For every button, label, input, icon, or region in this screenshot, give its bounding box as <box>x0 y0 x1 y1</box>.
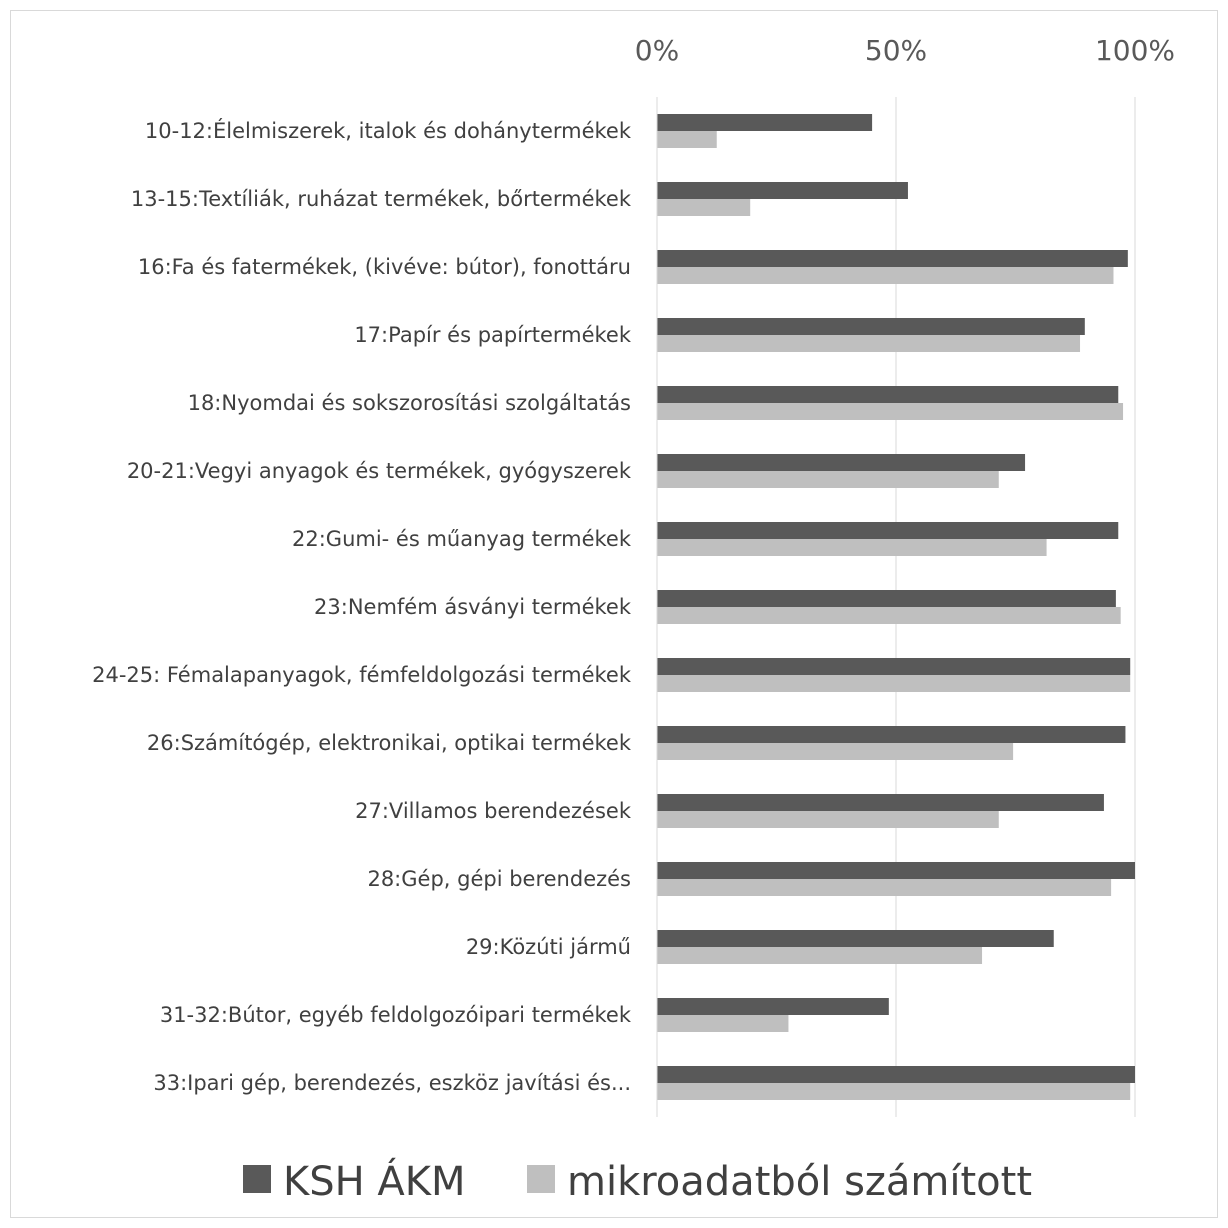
bar-s1-4 <box>657 403 1124 420</box>
bar-s0-3 <box>657 318 1085 335</box>
category-label-8: 24-25: Fémalapanyagok, fémfeldolgozási t… <box>92 663 632 687</box>
bar-s0-8 <box>657 658 1131 675</box>
legend-label-0: KSH ÁKM <box>283 1157 466 1205</box>
bar-s1-12 <box>657 947 983 964</box>
legend-swatch-1 <box>527 1165 555 1193</box>
bar-s0-1 <box>657 182 908 199</box>
x-tick-label-1: 50% <box>865 34 927 67</box>
bar-s0-2 <box>657 250 1128 267</box>
bar-s1-2 <box>657 267 1114 284</box>
category-label-14: 33:Ipari gép, berendezés, eszköz javítás… <box>153 1071 631 1095</box>
bar-s0-9 <box>657 726 1126 743</box>
x-tick-label-2: 100% <box>1095 34 1175 67</box>
bar-s0-0 <box>657 114 873 131</box>
bar-s1-11 <box>657 879 1112 896</box>
legend-swatch-0 <box>243 1165 271 1193</box>
category-label-5: 20-21:Vegyi anyagok és termékek, gyógysz… <box>127 459 632 483</box>
bar-s1-14 <box>657 1083 1131 1100</box>
category-label-0: 10-12:Élelmiszerek, italok és dohányterm… <box>145 118 632 143</box>
category-label-10: 27:Villamos berendezések <box>355 799 632 823</box>
category-label-2: 16:Fa és fatermékek, (kivéve: bútor), fo… <box>138 255 631 279</box>
bar-s0-7 <box>657 590 1116 607</box>
bar-s1-3 <box>657 335 1081 352</box>
bar-s1-6 <box>657 539 1047 556</box>
category-label-12: 29:Közúti jármű <box>466 935 631 959</box>
category-label-9: 26:Számítógép, elektronikai, optikai ter… <box>147 731 632 755</box>
bar-s0-13 <box>657 998 889 1015</box>
bar-s1-7 <box>657 607 1121 624</box>
bar-s0-14 <box>657 1066 1135 1083</box>
category-label-6: 22:Gumi- és műanyag termékek <box>292 527 632 551</box>
legend-label-1: mikroadatból számított <box>567 1159 1032 1205</box>
bar-s0-12 <box>657 930 1054 947</box>
bar-s1-1 <box>657 199 751 216</box>
bar-s1-13 <box>657 1015 789 1032</box>
bar-s1-8 <box>657 675 1131 692</box>
bar-s0-4 <box>657 386 1119 403</box>
bar-s1-9 <box>657 743 1014 760</box>
bar-s0-11 <box>657 862 1135 879</box>
category-label-3: 17:Papír és papírtermékek <box>354 323 632 347</box>
bar-s0-10 <box>657 794 1104 811</box>
bar-s0-6 <box>657 522 1119 539</box>
category-label-11: 28:Gép, gépi berendezés <box>367 867 631 891</box>
category-label-4: 18:Nyomdai és sokszorosítási szolgáltatá… <box>188 391 631 415</box>
category-label-13: 31-32:Bútor, egyéb feldolgozóipari termé… <box>160 1003 632 1027</box>
bar-s1-10 <box>657 811 999 828</box>
bar-s1-5 <box>657 471 999 488</box>
bar-s0-5 <box>657 454 1026 471</box>
category-label-1: 13-15:Textíliák, ruházat termékek, bőrte… <box>131 187 632 211</box>
category-label-7: 23:Nemfém ásványi termékek <box>314 595 632 619</box>
x-tick-label-0: 0% <box>635 34 679 67</box>
bar-s1-0 <box>657 131 717 148</box>
